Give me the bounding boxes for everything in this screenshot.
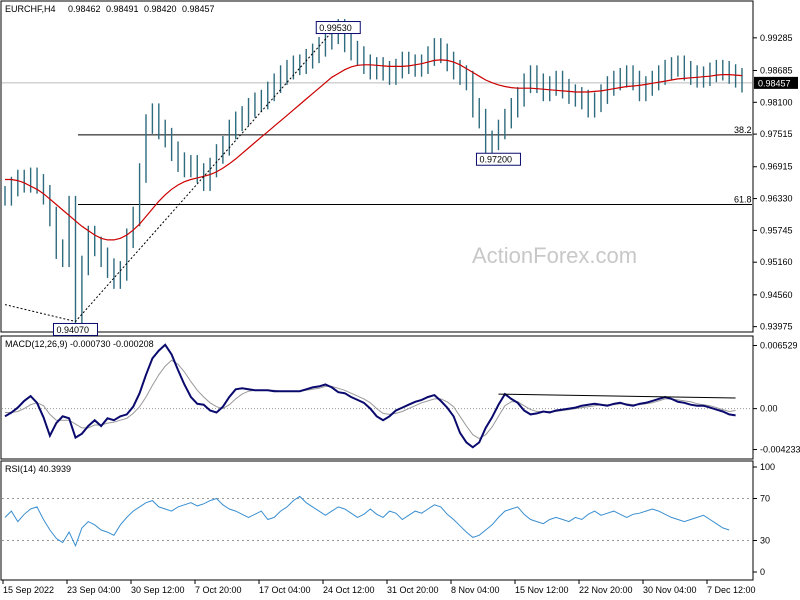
current-price-label: 0.98457 (758, 78, 791, 88)
price-y-label: 0.95745 (760, 225, 793, 235)
price-title: EURCHF,H4 (5, 4, 56, 14)
annotation-label: 0.99530 (319, 23, 352, 33)
annotation-box (52, 322, 98, 336)
watermark: ActionForex.com (472, 243, 637, 268)
price-y-label: 0.94560 (760, 290, 793, 300)
x-label: 30 Sep 12:00 (131, 585, 185, 595)
rsi-y-label: 70 (760, 494, 770, 504)
macd-trendline (498, 393, 736, 399)
ohlc-low: 0.98420 (144, 4, 177, 14)
annotation-box (475, 152, 521, 166)
rsi-series (4, 495, 730, 548)
rsi-panel-frame (0, 460, 754, 581)
x-label: 22 Nov 20:00 (579, 585, 633, 595)
annotation-label: 0.94070 (56, 325, 89, 335)
x-label: 17 Oct 04:00 (259, 585, 311, 595)
x-label: 30 Nov 04:00 (643, 585, 697, 595)
x-label: 24 Oct 12:00 (323, 585, 375, 595)
x-axis: 15 Sep 2022 23 Sep 04:00 30 Sep 12:00 7 Oct… (2, 580, 756, 595)
ohlc-open: 0.98462 (68, 4, 101, 14)
macd-y-axis: 0.006529 0.00 -0.004233 (753, 341, 800, 455)
price-y-label: 0.95160 (760, 257, 793, 267)
moving-average (5, 59, 743, 241)
trendline (4, 24, 339, 323)
ohlc-high: 0.98491 (106, 4, 139, 14)
x-label: 31 Oct 20:00 (387, 585, 439, 595)
macd-title: MACD(12,26,9) -0.000730 -0.000208 (5, 339, 154, 349)
ma-line (5, 59, 743, 241)
annotation-box (315, 21, 361, 35)
macd-panel-frame (0, 335, 754, 460)
price-y-label: 0.97515 (760, 129, 793, 139)
macd-series (4, 343, 736, 449)
rsi-y-label: 0 (760, 567, 765, 577)
dotted-trendline (4, 24, 339, 323)
fib-label-61.8: 61.8 (734, 195, 752, 205)
rsi-levels (2, 498, 752, 541)
price-y-label: 0.98685 (760, 65, 793, 75)
macd-line (4, 343, 736, 449)
macd-y-label: 0.006529 (760, 341, 798, 351)
fib-label-38.2: 38.2 (734, 125, 752, 135)
price-y-label: 0.93975 (760, 322, 793, 332)
macd-y-label: -0.004233 (760, 445, 800, 455)
rsi-y-label: 30 (760, 536, 770, 546)
x-label: 23 Sep 04:00 (67, 585, 121, 595)
price-y-label: 0.98100 (760, 97, 793, 107)
price-annotations: 0.99530 0.97200 0.94070 (52, 21, 521, 336)
rsi-y-axis: 100 70 30 0 (753, 462, 775, 577)
x-label: 15 Sep 2022 (3, 585, 54, 595)
price-y-axis: 0.99285 0.98685 0.98100 0.97515 0.96915 0.963… (753, 33, 798, 332)
x-label: 7 Oct 20:00 (195, 585, 242, 595)
annotation-label: 0.97200 (479, 155, 512, 165)
price-y-label: 0.96330 (760, 194, 793, 204)
rsi-y-label: 100 (760, 462, 775, 472)
x-label: 7 Dec 12:00 (707, 585, 756, 595)
price-y-label: 0.96915 (760, 162, 793, 172)
ohlc-close: 0.98457 (182, 4, 215, 14)
rsi-line (4, 495, 730, 548)
x-label: 8 Nov 04:00 (451, 585, 500, 595)
macd-y-label: 0.00 (760, 404, 778, 414)
x-label: 15 Nov 12:00 (515, 585, 569, 595)
rsi-title: RSI(14) 40.3939 (5, 464, 71, 474)
current-price-box (754, 76, 798, 89)
price-y-label: 0.99285 (760, 33, 793, 43)
